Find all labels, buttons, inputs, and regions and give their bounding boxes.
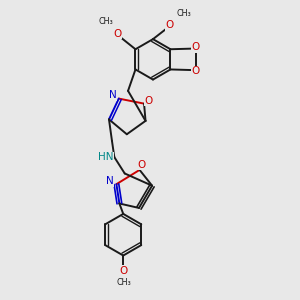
Text: O: O (113, 29, 122, 39)
Text: O: O (137, 160, 145, 170)
Text: O: O (119, 266, 128, 276)
Text: O: O (145, 96, 153, 106)
Text: CH₃: CH₃ (99, 17, 114, 26)
Text: O: O (192, 43, 200, 52)
Text: CH₃: CH₃ (116, 278, 131, 287)
Text: CH₃: CH₃ (176, 9, 191, 18)
Text: O: O (166, 20, 174, 30)
Text: HN: HN (98, 152, 114, 162)
Text: O: O (192, 66, 200, 76)
Text: N: N (109, 90, 117, 100)
Text: N: N (106, 176, 114, 186)
